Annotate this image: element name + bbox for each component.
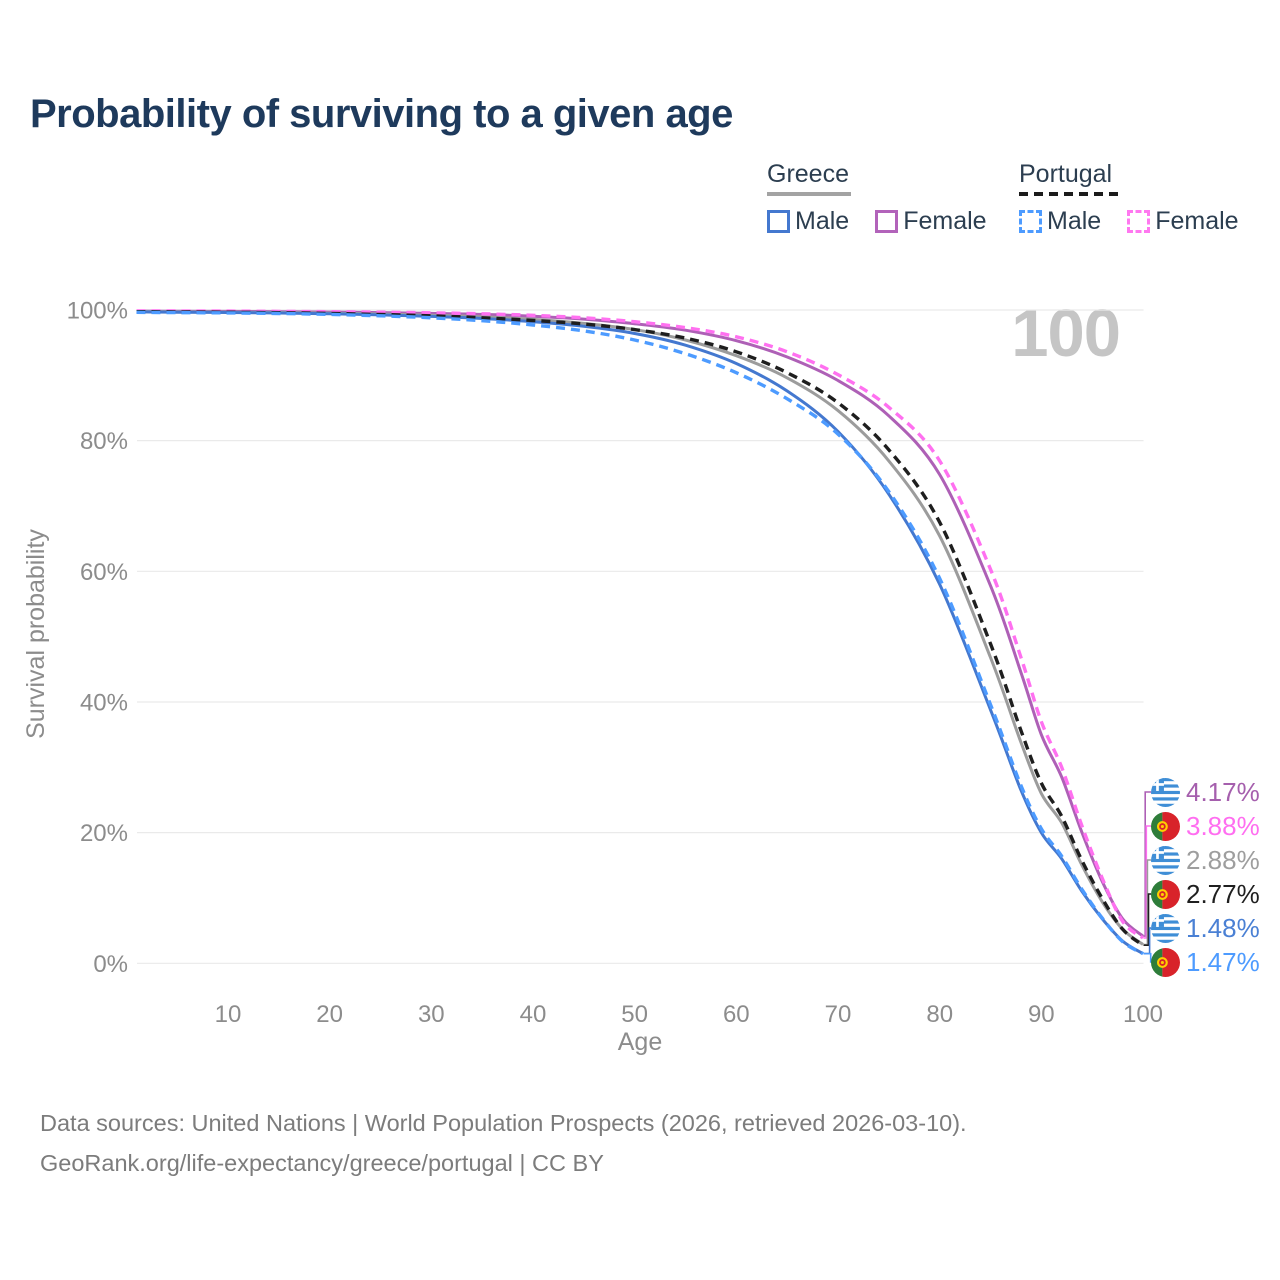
legend-label-greece-female: Female xyxy=(903,207,987,235)
end-label-greece-female: 4.17% xyxy=(1151,776,1260,807)
end-label-portugal-female: 3.88% xyxy=(1151,810,1260,841)
end-label-value: 4.17% xyxy=(1186,776,1260,807)
y-tick-80%: 80% xyxy=(80,428,128,455)
portugal-flag-icon xyxy=(1151,947,1180,977)
portugal-female-swatch xyxy=(1127,210,1151,233)
greece-flag-icon xyxy=(1151,913,1180,943)
end-label-value: 1.48% xyxy=(1186,912,1260,943)
connector-portugal-total xyxy=(1143,893,1151,946)
age-counter-watermark: 100 xyxy=(1011,296,1121,371)
x-tick-80: 80 xyxy=(926,1001,953,1028)
greece-female-swatch xyxy=(875,210,899,233)
survival-curves xyxy=(136,309,1145,956)
greece-flag-icon xyxy=(1151,845,1180,875)
connector-portugal-female xyxy=(1143,825,1151,939)
curve-portugal-male xyxy=(136,310,1144,956)
curve-greece-male xyxy=(136,310,1144,955)
x-tick-20: 20 xyxy=(316,1001,343,1028)
y-tick-20%: 20% xyxy=(80,820,128,847)
y-tick-0%: 0% xyxy=(93,951,128,978)
end-label-value: 2.77% xyxy=(1186,878,1260,909)
legend-item-greece-female[interactable]: Female xyxy=(875,207,987,236)
end-label-value: 3.88% xyxy=(1186,810,1260,841)
legend-group-greece: Greece Male Female xyxy=(767,160,987,236)
curve-greece-total xyxy=(136,310,1144,946)
x-tick-100: 100 xyxy=(1123,1001,1163,1028)
data-sources-note: Data sources: United Nations | World Pop… xyxy=(40,1110,967,1136)
x-tick-50: 50 xyxy=(621,1001,648,1028)
x-tick-70: 70 xyxy=(825,1001,852,1028)
legend-label-portugal-female: Female xyxy=(1155,207,1239,235)
greece-male-swatch xyxy=(767,210,790,233)
end-label-connectors xyxy=(1143,791,1152,963)
legend-item-greece-male[interactable]: Male xyxy=(767,207,849,236)
y-tick-100%: 100% xyxy=(67,298,128,325)
page-title: Probability of surviving to a given age xyxy=(30,92,733,136)
end-label-greece-total: 2.88% xyxy=(1151,844,1260,875)
end-label-portugal-total: 2.77% xyxy=(1151,878,1260,909)
connector-greece-female xyxy=(1143,791,1151,937)
end-label-value: 1.47% xyxy=(1186,946,1260,977)
x-tick-40: 40 xyxy=(520,1001,547,1028)
x-tick-60: 60 xyxy=(723,1001,750,1028)
legend-item-portugal-female[interactable]: Female xyxy=(1127,207,1239,236)
x-tick-90: 90 xyxy=(1028,1001,1055,1028)
portugal-male-swatch xyxy=(1019,210,1042,233)
connector-portugal-male xyxy=(1143,952,1152,963)
legend-item-portugal-male[interactable]: Male xyxy=(1019,207,1101,236)
y-tick-60%: 60% xyxy=(80,559,128,586)
legend-greece-title: Greece xyxy=(767,160,849,188)
x-tick-30: 30 xyxy=(418,1001,445,1028)
curve-portugal-total xyxy=(136,310,1145,947)
gridlines xyxy=(137,309,1144,964)
portugal-total-line-swatch xyxy=(1019,192,1121,196)
attribution-note: GeoRank.org/life-expectancy/greece/portu… xyxy=(40,1150,604,1176)
greece-total-line-swatch xyxy=(767,192,851,196)
end-label-value: 2.88% xyxy=(1186,844,1260,875)
legend-label-greece-male: Male xyxy=(795,207,850,235)
x-axis-title: Age xyxy=(618,1028,662,1056)
x-tick-10: 10 xyxy=(215,1001,242,1028)
curve-greece-female xyxy=(136,309,1144,938)
y-tick-40%: 40% xyxy=(80,690,128,717)
end-label-portugal-male: 1.47% xyxy=(1151,946,1260,977)
legend-portugal-title: Portugal xyxy=(1019,160,1113,188)
end-label-greece-male: 1.48% xyxy=(1151,912,1260,943)
y-axis-title: Survival probability xyxy=(22,529,50,739)
x-axis-tick-labels: 10 20 30 40 50 60 70 80 90 100 xyxy=(215,1001,1163,1028)
portugal-flag-icon xyxy=(1151,879,1180,909)
curve-portugal-female xyxy=(136,309,1145,940)
portugal-flag-icon xyxy=(1151,811,1180,841)
legend-group-portugal: Portugal Male Female xyxy=(1019,160,1239,236)
y-axis-tick-labels: 0% 20% 40% 60% 80% 100% xyxy=(67,298,128,978)
greece-flag-icon xyxy=(1151,777,1180,807)
legend-label-portugal-male: Male xyxy=(1047,207,1102,235)
